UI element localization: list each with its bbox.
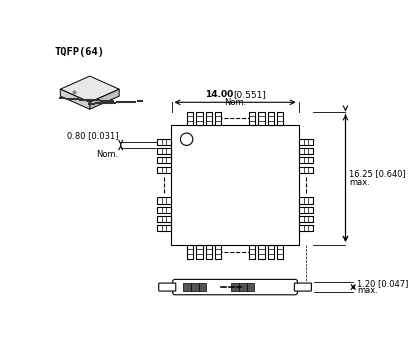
Bar: [187, 245, 193, 259]
FancyBboxPatch shape: [173, 279, 297, 295]
Bar: [196, 245, 202, 259]
Bar: [215, 112, 221, 125]
Text: [0.551]: [0.551]: [233, 90, 266, 99]
Bar: [231, 283, 239, 291]
Bar: [206, 112, 212, 125]
Text: max.: max.: [349, 178, 370, 187]
Bar: [277, 245, 283, 259]
FancyBboxPatch shape: [159, 283, 176, 291]
Bar: [199, 283, 206, 291]
Bar: [157, 225, 171, 231]
Bar: [299, 157, 313, 163]
Bar: [268, 245, 274, 259]
Bar: [157, 157, 171, 163]
Bar: [299, 197, 313, 203]
Circle shape: [180, 133, 193, 145]
Bar: [157, 139, 171, 145]
Bar: [268, 112, 274, 125]
Bar: [206, 245, 212, 259]
Bar: [299, 206, 313, 213]
Bar: [247, 283, 255, 291]
Bar: [299, 148, 313, 154]
Bar: [215, 245, 221, 259]
Bar: [258, 245, 264, 259]
Text: 0.80 [0.031]: 0.80 [0.031]: [67, 132, 118, 140]
Bar: [171, 125, 299, 245]
Bar: [239, 283, 247, 291]
Text: 14.00: 14.00: [205, 90, 233, 99]
Bar: [157, 216, 171, 222]
Text: TQFP(64): TQFP(64): [54, 47, 104, 57]
Bar: [157, 166, 171, 173]
Bar: [249, 245, 255, 259]
Bar: [183, 283, 191, 291]
Text: max.: max.: [357, 286, 378, 295]
Bar: [299, 139, 313, 145]
Text: 1.20 [0.047]: 1.20 [0.047]: [357, 279, 408, 288]
Polygon shape: [60, 89, 90, 109]
Bar: [299, 166, 313, 173]
Bar: [258, 112, 264, 125]
Bar: [157, 206, 171, 213]
Bar: [299, 216, 313, 222]
Text: Nom.: Nom.: [224, 98, 246, 107]
Bar: [157, 197, 171, 203]
Polygon shape: [90, 89, 119, 109]
Bar: [196, 112, 202, 125]
Bar: [191, 283, 199, 291]
Bar: [277, 112, 283, 125]
Bar: [249, 112, 255, 125]
FancyBboxPatch shape: [294, 283, 311, 291]
Bar: [157, 148, 171, 154]
Text: 16.25 [0.640]: 16.25 [0.640]: [349, 169, 406, 178]
Text: Nom.: Nom.: [96, 149, 118, 159]
Bar: [187, 112, 193, 125]
Bar: [299, 225, 313, 231]
Polygon shape: [60, 76, 119, 102]
